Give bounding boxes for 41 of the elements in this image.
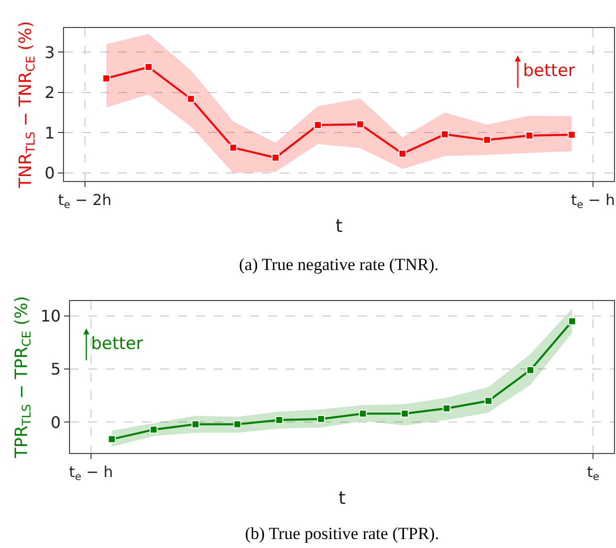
point: [400, 410, 409, 418]
annotation: better: [523, 61, 576, 81]
point: [568, 317, 576, 326]
point: [272, 154, 280, 162]
y-tick-label: 1: [44, 123, 55, 142]
point: [317, 414, 326, 423]
y-tick-label: 5: [50, 360, 61, 379]
text: (b) True positive rate (TPR).: [245, 524, 440, 543]
point: [568, 130, 576, 139]
point: [108, 435, 116, 444]
y-tick-label: 10: [40, 306, 61, 326]
point: [483, 136, 492, 144]
text: t$_{e}$ − 2h: [58, 191, 112, 212]
point: [150, 426, 158, 434]
text: t$_{e}$ − h: [571, 191, 615, 212]
text: t$_{e}$: [587, 463, 600, 484]
point: [186, 94, 195, 103]
point: [398, 150, 406, 158]
y-tick-label: 2: [44, 83, 55, 102]
point: [526, 366, 534, 374]
point: [192, 420, 200, 428]
annotation: better: [91, 334, 144, 354]
y-tick-label: 0: [44, 164, 55, 183]
x-axis-title: t: [335, 216, 343, 238]
y-tick-label: 0: [50, 412, 61, 432]
text: (a) True negative rate (TNR).: [239, 255, 439, 274]
point: [275, 416, 284, 424]
point: [314, 121, 322, 130]
point: [102, 74, 110, 82]
point: [525, 132, 534, 140]
point: [144, 63, 153, 72]
x-axis-title: t: [338, 488, 346, 510]
point: [233, 420, 242, 428]
text: t$_{e}$ − h: [69, 463, 113, 484]
point: [440, 130, 449, 138]
point: [356, 120, 364, 128]
y-tick-label: 3: [44, 42, 55, 62]
point: [442, 404, 451, 412]
point: [358, 410, 367, 418]
point: [229, 144, 238, 152]
point: [484, 396, 492, 405]
